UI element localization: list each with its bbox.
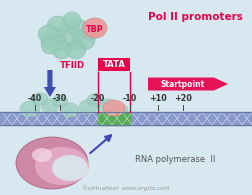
Ellipse shape xyxy=(54,25,82,51)
Bar xyxy=(0,112,252,125)
Ellipse shape xyxy=(103,100,125,116)
Text: TFIID: TFIID xyxy=(60,61,85,71)
Text: -40: -40 xyxy=(28,94,42,103)
Ellipse shape xyxy=(61,103,79,117)
Ellipse shape xyxy=(73,30,95,50)
Ellipse shape xyxy=(99,99,117,113)
Ellipse shape xyxy=(38,25,58,43)
Bar xyxy=(98,112,130,125)
Text: -20: -20 xyxy=(91,94,105,103)
Ellipse shape xyxy=(52,41,72,59)
Text: ©virtualtext  www.ergito.com: ©virtualtext www.ergito.com xyxy=(82,185,170,191)
Polygon shape xyxy=(44,70,56,97)
Ellipse shape xyxy=(41,29,65,51)
Text: +10: +10 xyxy=(149,94,167,103)
Text: TATA: TATA xyxy=(103,60,125,69)
Text: +20: +20 xyxy=(174,94,192,103)
Ellipse shape xyxy=(52,155,88,181)
Text: Startpoint: Startpoint xyxy=(161,80,205,89)
Ellipse shape xyxy=(35,147,89,185)
Text: -10: -10 xyxy=(123,94,137,103)
Text: TBP: TBP xyxy=(86,25,104,34)
Ellipse shape xyxy=(32,93,48,105)
Ellipse shape xyxy=(68,19,88,37)
Polygon shape xyxy=(44,70,55,97)
Text: RNA polymerase  II: RNA polymerase II xyxy=(135,155,215,165)
Ellipse shape xyxy=(47,16,69,36)
Ellipse shape xyxy=(16,137,88,189)
Ellipse shape xyxy=(112,104,128,116)
Ellipse shape xyxy=(83,18,107,38)
Ellipse shape xyxy=(32,148,52,162)
Ellipse shape xyxy=(81,24,99,40)
Text: Pol II promoters: Pol II promoters xyxy=(148,12,242,22)
Text: -30: -30 xyxy=(53,94,67,103)
Polygon shape xyxy=(148,77,228,90)
Ellipse shape xyxy=(20,101,40,117)
Ellipse shape xyxy=(87,94,103,106)
Ellipse shape xyxy=(41,38,59,54)
Ellipse shape xyxy=(41,99,59,113)
Ellipse shape xyxy=(52,95,68,107)
FancyBboxPatch shape xyxy=(98,58,130,71)
Ellipse shape xyxy=(66,41,86,59)
Ellipse shape xyxy=(79,100,97,114)
Ellipse shape xyxy=(63,12,81,28)
